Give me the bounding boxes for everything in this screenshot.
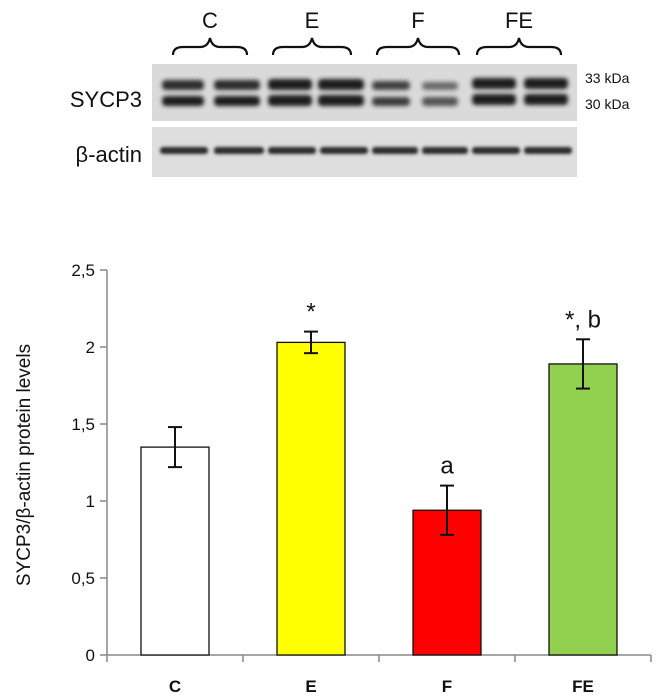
x-tick-label: E xyxy=(305,677,316,696)
y-axis: 0 0,5 1 1,5 2 2,5 xyxy=(71,261,108,665)
y-tick-label: 1 xyxy=(86,492,95,511)
band-size-30: 30 kDa xyxy=(585,96,630,112)
brace-fe xyxy=(475,37,563,56)
significance-label: a xyxy=(440,453,454,480)
significance-label: * xyxy=(306,299,315,326)
y-tick-label: 2,5 xyxy=(71,261,95,280)
significance-label: *, b xyxy=(565,306,601,333)
band-size-33: 33 kDa xyxy=(585,70,630,86)
bar-chart: SYCP3/β-actin protein levels 0 0,5 1 1,5 2 2,… xyxy=(14,261,652,696)
brace-c xyxy=(171,37,249,56)
x-axis: C E F FE xyxy=(106,654,652,696)
error-bar xyxy=(304,330,318,355)
blot-group-label-c: C xyxy=(202,8,218,33)
x-tick-label: C xyxy=(169,677,181,696)
western-blot: C E F FE xyxy=(70,8,630,177)
y-axis-label: SYCP3/β-actin protein levels xyxy=(14,344,35,586)
actin-bands xyxy=(160,147,572,154)
y-tick-label: 1,5 xyxy=(71,415,95,434)
bars: * a *, b xyxy=(140,299,618,656)
blot-group-label-f: F xyxy=(411,8,424,33)
blot-group-label-fe: FE xyxy=(505,8,533,33)
x-tick-label: F xyxy=(442,677,452,696)
blot-row-label-actin: β-actin xyxy=(76,142,142,167)
blot-group-label-e: E xyxy=(305,8,320,33)
group-braces xyxy=(171,37,563,56)
error-bar xyxy=(440,484,454,536)
y-tick-label: 2 xyxy=(86,338,95,357)
y-tick-label: 0 xyxy=(86,646,95,665)
blot-row-label-sycp3: SYCP3 xyxy=(70,87,142,112)
bar-e xyxy=(276,341,346,656)
brace-e xyxy=(271,37,353,56)
y-tick-label: 0,5 xyxy=(71,569,95,588)
x-tick-label: FE xyxy=(572,677,594,696)
sycp3-membrane xyxy=(152,64,577,121)
error-bar xyxy=(168,426,182,469)
error-bar xyxy=(576,338,590,390)
bar-fe xyxy=(548,363,618,656)
brace-f xyxy=(375,37,461,56)
bar-c xyxy=(140,446,210,656)
sycp3-bands xyxy=(162,78,568,106)
